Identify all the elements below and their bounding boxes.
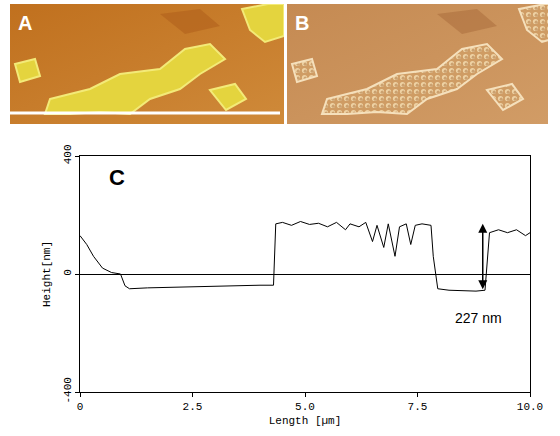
svg-text:C: C [109,165,125,190]
svg-text:Height[nm]: Height[nm] [41,241,53,307]
svg-text:2.5: 2.5 [183,401,203,413]
svg-text:7.5: 7.5 [408,401,428,413]
svg-text:5.0: 5.0 [295,401,315,413]
svg-text:B: B [295,12,309,34]
svg-text:400: 400 [62,144,74,164]
svg-text:10.0: 10.0 [517,401,543,413]
svg-text:A: A [18,12,32,34]
svg-text:Length [µm]: Length [µm] [269,415,342,427]
svg-text:-400: -400 [62,377,74,403]
svg-text:227 nm: 227 nm [455,310,502,326]
svg-text:0: 0 [62,269,74,276]
svg-text:0: 0 [77,401,84,413]
